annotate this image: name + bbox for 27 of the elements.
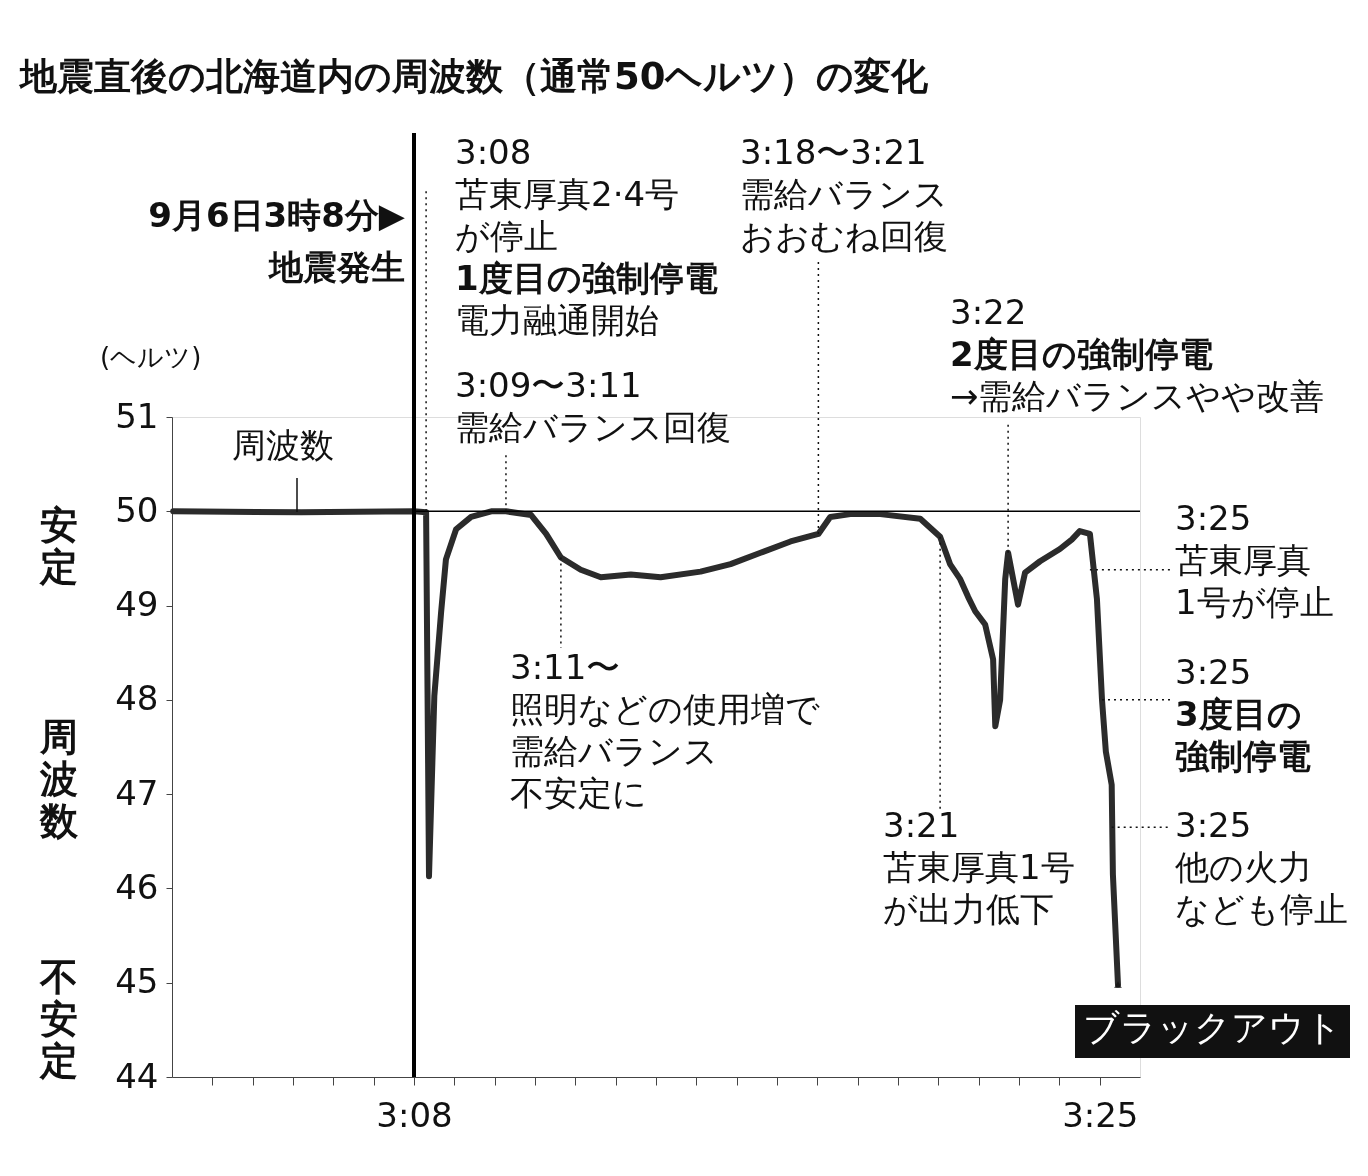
- x-tick-label: 3:08: [376, 1094, 453, 1135]
- chart-title: 地震直後の北海道内の周波数（通常50ヘルツ）の変化: [18, 55, 930, 98]
- series-label: 周波数: [232, 425, 334, 465]
- y-tick-label: 50: [115, 489, 159, 530]
- y-tick-label: 46: [115, 866, 159, 907]
- y-tick-label: 45: [115, 961, 159, 1002]
- annotation: 3:25 3度目の強制停電: [1175, 652, 1311, 776]
- y-tick-label: 48: [115, 678, 159, 719]
- y-tick-label: 44: [115, 1055, 159, 1096]
- text: 安定: [39, 503, 78, 589]
- y-tick-label: 49: [115, 584, 159, 625]
- text: 周波数: [39, 715, 79, 843]
- annotation: 3:11〜照明などの使用増で需給バランス不安定に: [510, 647, 820, 813]
- annotation: 3:18〜3:21 需給バランスおおむね回復: [740, 132, 948, 256]
- annotation: 3:25 他の火力なども停止: [1175, 805, 1348, 929]
- annotation: 3:09〜3:11 需給バランス回復: [455, 365, 731, 447]
- y-axis-title: (ヘルツ): [100, 342, 202, 372]
- annotation: 3:08 苫東厚真2·4号が停止1度目の強制停電電力融通開始: [455, 132, 718, 340]
- y-tick-label: 47: [115, 772, 159, 813]
- annotation: ブラックアウト: [1082, 1007, 1342, 1048]
- annotation: 3:22 2度目の強制停電 →需給バランスやや改善: [950, 292, 1325, 416]
- text: 不安定: [39, 955, 78, 1083]
- ref-line-label: 9月6日3時8分▶ 地震発生: [148, 195, 406, 287]
- x-tick-label: 3:25: [1062, 1094, 1139, 1135]
- y-tick-label: 51: [115, 395, 159, 436]
- annotation: 3:25 苫東厚真 1号が停止: [1175, 498, 1334, 622]
- annotation: 3:21 苫東厚真1号が出力低下: [883, 805, 1075, 929]
